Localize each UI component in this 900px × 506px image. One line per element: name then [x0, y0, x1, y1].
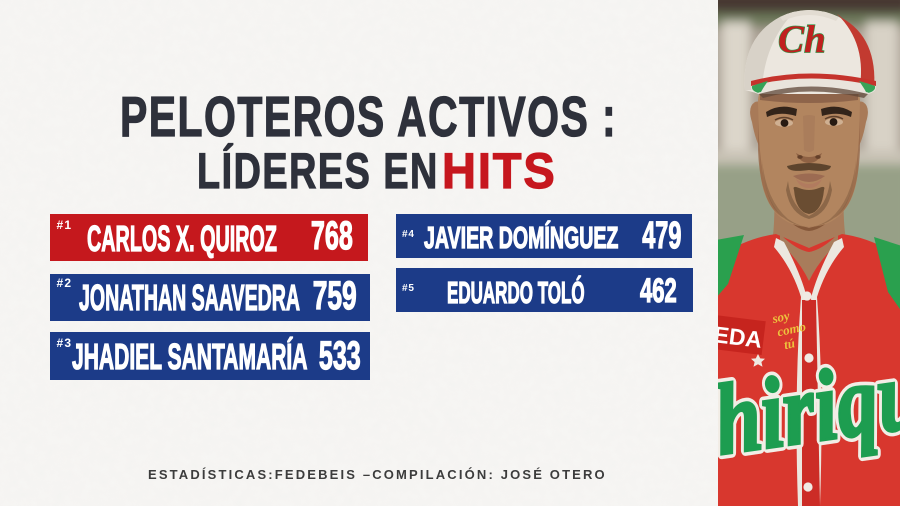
- svg-text:tú: tú: [783, 335, 797, 352]
- svg-text:EDA: EDA: [718, 321, 764, 353]
- svg-text:como: como: [776, 318, 808, 339]
- svg-text:soy: soy: [770, 308, 791, 327]
- svg-text:Ch: Ch: [778, 18, 826, 61]
